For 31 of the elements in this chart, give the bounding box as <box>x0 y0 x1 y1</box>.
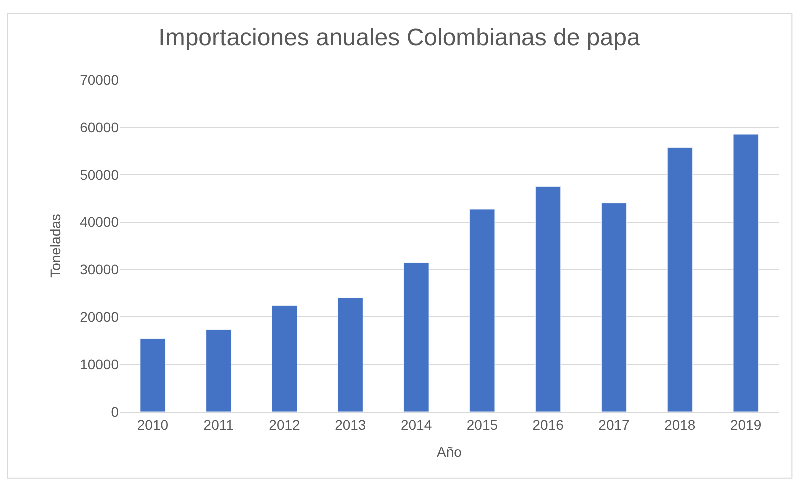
bar <box>404 262 430 412</box>
bar <box>470 209 496 412</box>
x-tick-label: 2015 <box>466 416 498 433</box>
y-tick-label: 50000 <box>80 166 120 183</box>
x-tick-label: 2013 <box>335 416 366 433</box>
bar <box>601 203 628 412</box>
x-tick-label: 2012 <box>269 416 301 433</box>
x-tick-label: 2011 <box>204 416 234 433</box>
y-tick-label: 10000 <box>80 356 120 372</box>
bar <box>338 298 364 412</box>
bar <box>206 330 232 412</box>
y-tick-label: 20000 <box>80 309 120 326</box>
y-tick-label: 60000 <box>80 119 120 136</box>
bar <box>536 186 562 412</box>
bar <box>272 306 298 412</box>
x-axis-title: Año <box>437 444 462 460</box>
y-tick-label: 70000 <box>80 72 120 88</box>
x-tick-label: 2018 <box>664 416 696 433</box>
x-tick-label: 2016 <box>532 416 564 433</box>
x-tick-label: 2010 <box>137 416 169 433</box>
y-tick-label: 0 <box>111 404 120 420</box>
x-tick-label: 2019 <box>730 416 762 433</box>
bar <box>667 148 693 412</box>
x-tick-label: 2014 <box>400 416 432 433</box>
y-tick-label: 30000 <box>80 262 120 278</box>
chart-title: Importaciones anuales Colombianas de papa <box>158 24 641 52</box>
x-tick-label: 2017 <box>598 416 630 433</box>
y-axis-title: Toneladas <box>48 214 64 278</box>
y-tick-label: 40000 <box>80 214 120 230</box>
bar <box>140 338 166 412</box>
bar <box>733 134 759 412</box>
